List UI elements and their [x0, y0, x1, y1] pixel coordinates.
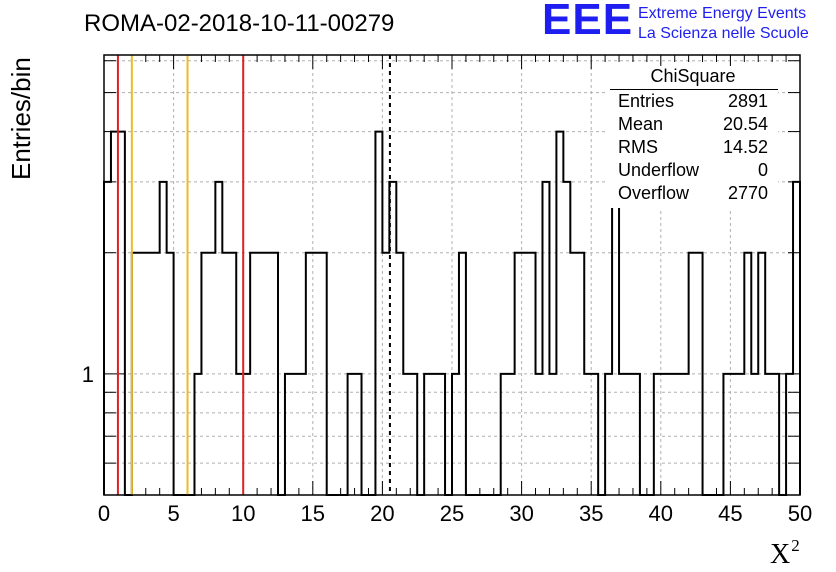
stats-key: Mean: [618, 114, 664, 134]
plot-frame: [103, 54, 801, 496]
stats-value: 14.52: [722, 137, 768, 157]
histogram-line: [103, 130, 801, 496]
stats-row-entries: Entries 2891: [618, 91, 768, 114]
stats-row-mean: Mean 20.54: [618, 114, 768, 137]
stats-value: 20.54: [722, 114, 768, 134]
x-tick-label: 25: [440, 501, 464, 526]
chart-title: ROMA-02-2018-10-11-00279: [84, 10, 395, 37]
x-tick-label: 50: [788, 501, 812, 526]
y-axis-label: Entries/bin: [6, 57, 36, 180]
x-axis-label-main: X: [770, 539, 791, 570]
histogram-series: [103, 130, 801, 496]
eee-logo: EEE Extreme Energy Events La Scienza nel…: [542, 0, 832, 46]
x-tick-label: 20: [370, 501, 394, 526]
x-tick-label: 5: [167, 501, 179, 526]
x-axis-label-superscript: 2: [791, 536, 800, 555]
stats-key: RMS: [618, 137, 658, 157]
x-tick-label: 40: [649, 501, 673, 526]
x-tick-label: 30: [509, 501, 533, 526]
y-tick-label: 1: [82, 362, 94, 387]
stats-title: ChiSquare: [650, 66, 736, 86]
logo-mark: EEE: [542, 0, 634, 44]
stats-key: Entries: [618, 91, 675, 111]
stats-value: 0: [757, 160, 768, 180]
x-tick-label: 15: [301, 501, 325, 526]
stats-row-rms: RMS 14.52: [618, 137, 768, 160]
x-axis-label: X2: [770, 536, 800, 571]
stats-row-overflow: Overflow 2770: [618, 183, 768, 206]
stats-value: 2891: [727, 91, 768, 111]
reference-lines: [116, 55, 391, 495]
stats-row-underflow: Underflow 0: [618, 160, 768, 183]
stats-key: Underflow: [618, 160, 700, 180]
logo-line-2: La Scienza nelle Scuole: [638, 25, 809, 42]
x-tick-label: 45: [718, 501, 742, 526]
x-tick-label: 10: [231, 501, 255, 526]
x-tick-label: 35: [579, 501, 603, 526]
tick-labels: 0 5 10 15 20 25 30 35 40 45 50 1: [82, 362, 812, 526]
stats-value: 2770: [727, 183, 768, 203]
stats-box: ChiSquare Entries 2891 Mean 20.54 RMS 14…: [608, 66, 778, 208]
logo-line-1: Extreme Energy Events: [638, 5, 807, 22]
stats-divider: [610, 89, 778, 90]
stats-key: Overflow: [618, 183, 690, 203]
x-tick-label: 0: [98, 501, 110, 526]
